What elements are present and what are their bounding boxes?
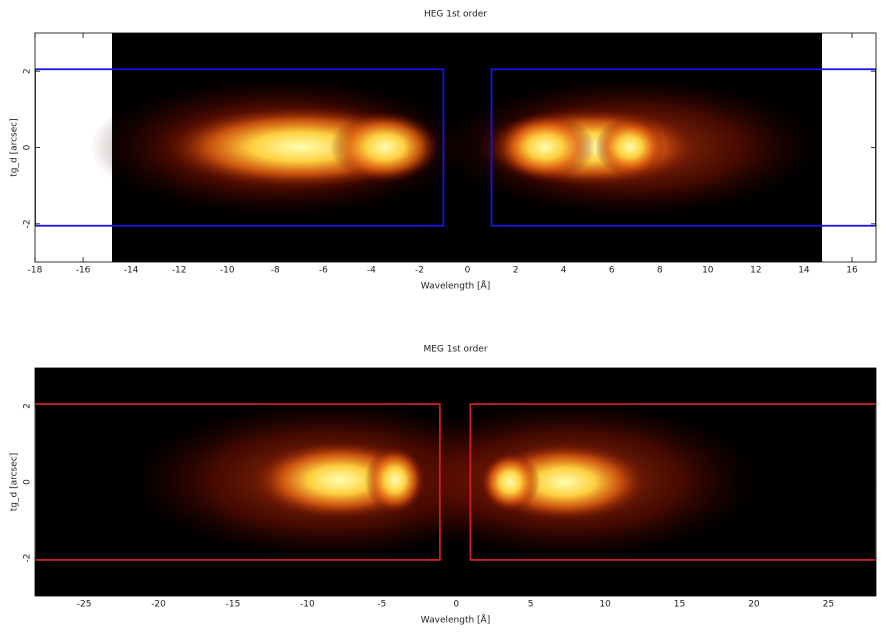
y-tick-label: 2 [23, 403, 33, 409]
x-tick-label: 5 [528, 600, 534, 610]
y-tick-label: 0 [23, 144, 33, 150]
x-tick-label: 12 [750, 266, 761, 276]
x-tick-label: -10 [300, 600, 315, 610]
x-tick-label: 10 [702, 266, 714, 276]
x-tick-label: 25 [823, 600, 834, 610]
extraction-region [469, 403, 876, 561]
y-tick-label: 0 [23, 479, 33, 485]
x-tick-label: -15 [226, 600, 241, 610]
x-tick-label: -12 [172, 266, 187, 276]
x-tick-label: 0 [465, 266, 471, 276]
chart-title: MEG 1st order [423, 345, 487, 355]
y-tick-label: 2 [23, 68, 33, 74]
x-tick-label: 20 [748, 600, 760, 610]
x-tick-label: -8 [271, 266, 280, 276]
x-tick-label: -25 [77, 600, 92, 610]
x-tick-label: -4 [367, 266, 376, 276]
y-axis-label: tg_d [arcsec] [10, 453, 20, 511]
x-tick-label: 0 [453, 600, 459, 610]
x-tick-label: 16 [846, 266, 858, 276]
chart-title: HEG 1st order [424, 10, 487, 20]
heatmap-image [35, 368, 876, 596]
x-tick-label: 14 [798, 266, 810, 276]
y-tick-label: -2 [23, 219, 33, 228]
x-axis-label: Wavelength [Å] [421, 614, 490, 626]
x-axis-label: Wavelength [Å] [421, 280, 490, 292]
x-tick-label: -16 [76, 266, 91, 276]
regions [35, 68, 876, 227]
extraction-region [35, 68, 445, 227]
extraction-region [490, 68, 876, 227]
x-tick-label: -14 [124, 266, 139, 276]
x-tick-label: -18 [28, 266, 43, 276]
x-tick-label: 2 [513, 266, 519, 276]
x-tick-label: -10 [220, 266, 235, 276]
extraction-region [35, 403, 441, 561]
regions [35, 403, 876, 561]
x-tick-label: 8 [657, 266, 663, 276]
x-tick-label: -6 [319, 266, 328, 276]
x-tick-label: 6 [609, 266, 615, 276]
y-tick-label: -2 [23, 554, 33, 563]
x-tick-label: 10 [599, 600, 611, 610]
x-tick-label: 4 [561, 266, 567, 276]
x-tick-label: -5 [377, 600, 386, 610]
y-axis-label: tg_d [arcsec] [10, 118, 20, 176]
heatmap-image [90, 33, 822, 262]
x-tick-label: -2 [415, 266, 424, 276]
x-tick-label: 15 [674, 600, 685, 610]
x-tick-label: -20 [151, 600, 166, 610]
